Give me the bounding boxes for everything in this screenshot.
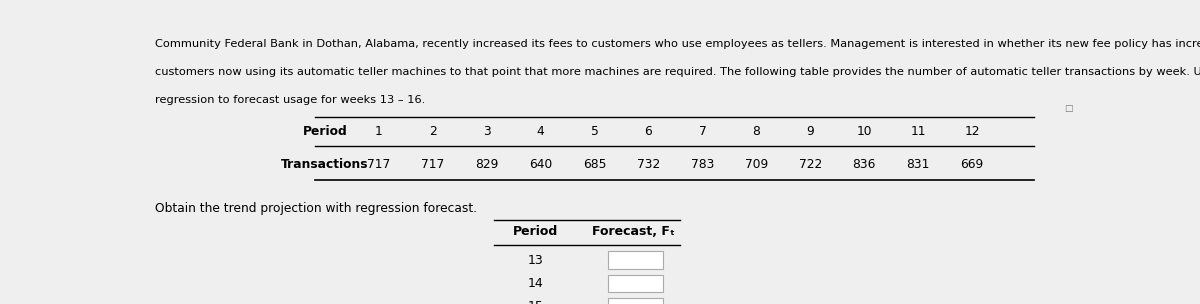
Text: 3: 3 [482, 125, 491, 138]
Text: 5: 5 [590, 125, 599, 138]
Text: 12: 12 [965, 125, 980, 138]
Text: regression to forecast usage for weeks 13 – 16.: regression to forecast usage for weeks 1… [155, 95, 425, 105]
Text: 640: 640 [529, 157, 552, 171]
Text: 8: 8 [752, 125, 761, 138]
Bar [607, 298, 664, 304]
Text: 709: 709 [745, 157, 768, 171]
Text: 11: 11 [911, 125, 926, 138]
Text: 732: 732 [637, 157, 660, 171]
Text: 831: 831 [906, 157, 930, 171]
Text: Obtain the trend projection with regression forecast.: Obtain the trend projection with regress… [155, 202, 481, 215]
Text: 10: 10 [857, 125, 872, 138]
Text: □: □ [1064, 104, 1073, 113]
Bar [607, 275, 664, 292]
Text: 6: 6 [644, 125, 653, 138]
Text: 829: 829 [475, 157, 498, 171]
Text: Forecast, Fₜ: Forecast, Fₜ [593, 226, 674, 238]
Text: 669: 669 [960, 157, 984, 171]
Text: 7: 7 [698, 125, 707, 138]
Text: 685: 685 [583, 157, 606, 171]
Text: 717: 717 [421, 157, 444, 171]
Text: 13: 13 [528, 254, 544, 267]
Text: 836: 836 [852, 157, 876, 171]
Text: Period: Period [514, 226, 558, 238]
Text: customers now using its automatic teller machines to that point that more machin: customers now using its automatic teller… [155, 67, 1200, 77]
Text: 15: 15 [528, 300, 544, 304]
Text: Community Federal Bank in Dothan, Alabama, recently increased its fees to custom: Community Federal Bank in Dothan, Alabam… [155, 39, 1200, 49]
Text: 1: 1 [374, 125, 383, 138]
Text: Period: Period [302, 125, 347, 138]
Text: 2: 2 [428, 125, 437, 138]
Text: 9: 9 [806, 125, 814, 138]
Text: 4: 4 [536, 125, 545, 138]
Text: 14: 14 [528, 277, 544, 290]
Bar [607, 251, 664, 269]
Text: 783: 783 [691, 157, 714, 171]
Text: 717: 717 [367, 157, 390, 171]
Text: 722: 722 [799, 157, 822, 171]
Text: Transactions: Transactions [281, 157, 368, 171]
